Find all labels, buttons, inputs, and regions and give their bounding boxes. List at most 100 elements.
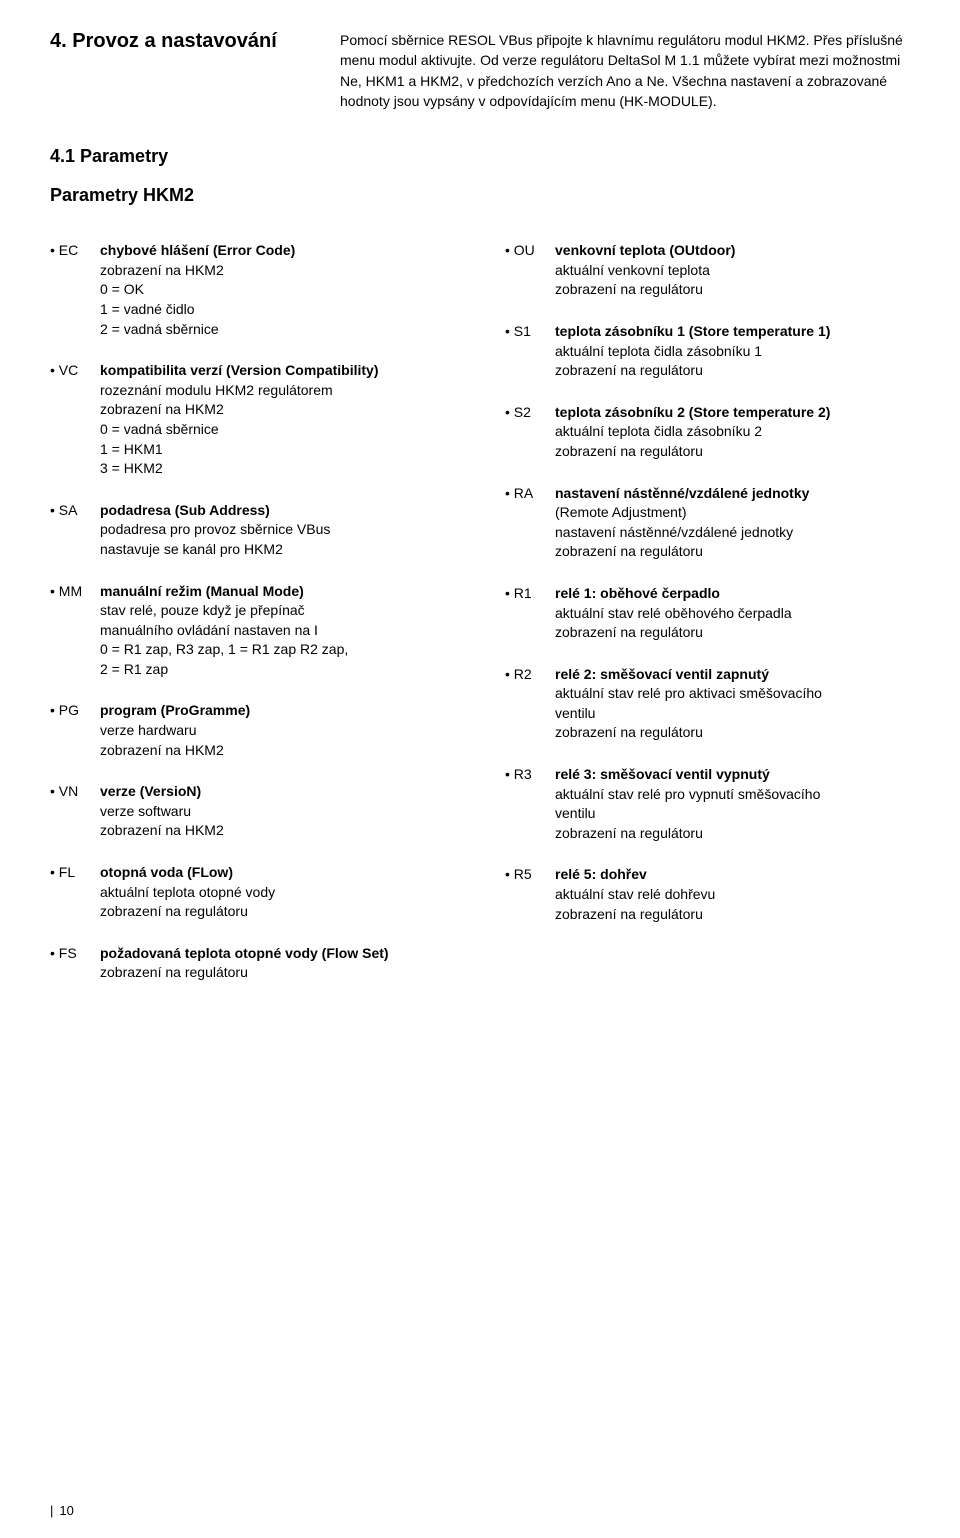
param-line: verze hardwaru xyxy=(100,721,455,741)
param-line: 0 = R1 zap, R3 zap, 1 = R1 zap R2 zap, xyxy=(100,640,455,660)
param-code: • VN xyxy=(50,782,100,841)
param-body: nastavení nástěnné/vzdálené jednotky(Rem… xyxy=(555,484,910,562)
param-line: aktuální teplota otopné vody xyxy=(100,883,455,903)
param-code: • R2 xyxy=(505,665,555,743)
param-block: • OUvenkovní teplota (OUtdoor)aktuální v… xyxy=(505,241,910,300)
param-lines: aktuální teplota otopné vodyzobrazení na… xyxy=(100,883,455,922)
param-code: • S1 xyxy=(505,322,555,381)
param-lines: aktuální teplota čidla zásobníku 1zobraz… xyxy=(555,342,910,381)
param-body: program (ProGramme)verze hardwaruzobraze… xyxy=(100,701,455,760)
section-title: 4. Provoz a nastavování xyxy=(50,30,340,53)
param-line: aktuální venkovní teplota xyxy=(555,261,910,281)
page-number: | 10 xyxy=(50,1503,74,1518)
param-line: zobrazení na regulátoru xyxy=(555,280,910,300)
param-label: chybové hlášení (Error Code) xyxy=(100,241,455,261)
param-block: • PGprogram (ProGramme)verze hardwaruzob… xyxy=(50,701,455,760)
param-body: manuální režim (Manual Mode)stav relé, p… xyxy=(100,582,455,680)
page-bar-icon: | xyxy=(50,1503,53,1518)
param-line: (Remote Adjustment) xyxy=(555,503,910,523)
param-lines: aktuální stav relé pro aktivaci směšovac… xyxy=(555,684,910,743)
params-title: Parametry HKM2 xyxy=(50,185,910,206)
param-code: • OU xyxy=(505,241,555,300)
param-line: 2 = R1 zap xyxy=(100,660,455,680)
param-block: • FLotopná voda (FLow)aktuální teplota o… xyxy=(50,863,455,922)
param-line: aktuální stav relé pro vypnutí směšovací… xyxy=(555,785,910,805)
param-line: zobrazení na regulátoru xyxy=(100,902,455,922)
param-code: • RA xyxy=(505,484,555,562)
param-lines: aktuální stav relé dohřevuzobrazení na r… xyxy=(555,885,910,924)
param-block: • S1teplota zásobníku 1 (Store temperatu… xyxy=(505,322,910,381)
page-number-value: 10 xyxy=(59,1503,73,1518)
param-line: ventilu xyxy=(555,804,910,824)
param-body: teplota zásobníku 2 (Store temperature 2… xyxy=(555,403,910,462)
param-label: teplota zásobníku 1 (Store temperature 1… xyxy=(555,322,910,342)
param-body: relé 5: dohřevaktuální stav relé dohřevu… xyxy=(555,865,910,924)
param-body: otopná voda (FLow)aktuální teplota otopn… xyxy=(100,863,455,922)
param-code: • S2 xyxy=(505,403,555,462)
param-body: kompatibilita verzí (Version Compatibili… xyxy=(100,361,455,479)
param-line: zobrazení na HKM2 xyxy=(100,400,455,420)
param-block: • R3relé 3: směšovací ventil vypnutýaktu… xyxy=(505,765,910,843)
param-code: • SA xyxy=(50,501,100,560)
param-lines: aktuální teplota čidla zásobníku 2zobraz… xyxy=(555,422,910,461)
param-lines: verze hardwaruzobrazení na HKM2 xyxy=(100,721,455,760)
param-line: aktuální stav relé oběhového čerpadla xyxy=(555,604,910,624)
param-line: zobrazení na HKM2 xyxy=(100,741,455,761)
param-lines: zobrazení na HKM20 = OK1 = vadné čidlo2 … xyxy=(100,261,455,339)
param-line: nastavení nástěnné/vzdálené jednotky xyxy=(555,523,910,543)
param-line: 0 = OK xyxy=(100,280,455,300)
param-code: • R5 xyxy=(505,865,555,924)
param-line: zobrazení na HKM2 xyxy=(100,261,455,281)
subsection-title: 4.1 Parametry xyxy=(50,146,910,167)
param-block: • FSpožadovaná teplota otopné vody (Flow… xyxy=(50,944,455,983)
param-line: zobrazení na regulátoru xyxy=(555,542,910,562)
param-line: rozeznání modulu HKM2 regulátorem xyxy=(100,381,455,401)
param-label: venkovní teplota (OUtdoor) xyxy=(555,241,910,261)
param-line: aktuální stav relé dohřevu xyxy=(555,885,910,905)
param-body: relé 2: směšovací ventil zapnutýaktuální… xyxy=(555,665,910,743)
param-label: teplota zásobníku 2 (Store temperature 2… xyxy=(555,403,910,423)
param-code: • PG xyxy=(50,701,100,760)
param-line: zobrazení na regulátoru xyxy=(100,963,455,983)
param-body: požadovaná teplota otopné vody (Flow Set… xyxy=(100,944,455,983)
param-label: relé 5: dohřev xyxy=(555,865,910,885)
param-body: chybové hlášení (Error Code)zobrazení na… xyxy=(100,241,455,339)
param-line: 2 = vadná sběrnice xyxy=(100,320,455,340)
param-body: verze (VersioN)verze softwaruzobrazení n… xyxy=(100,782,455,841)
param-code: • R1 xyxy=(505,584,555,643)
param-code: • R3 xyxy=(505,765,555,843)
param-label: podadresa (Sub Address) xyxy=(100,501,455,521)
param-body: relé 3: směšovací ventil vypnutýaktuální… xyxy=(555,765,910,843)
param-lines: zobrazení na regulátoru xyxy=(100,963,455,983)
param-label: verze (VersioN) xyxy=(100,782,455,802)
param-label: relé 3: směšovací ventil vypnutý xyxy=(555,765,910,785)
params-columns: • ECchybové hlášení (Error Code)zobrazen… xyxy=(50,241,910,1005)
param-lines: aktuální venkovní teplotazobrazení na re… xyxy=(555,261,910,300)
param-block: • R2relé 2: směšovací ventil zapnutýaktu… xyxy=(505,665,910,743)
param-label: relé 2: směšovací ventil zapnutý xyxy=(555,665,910,685)
param-body: podadresa (Sub Address)podadresa pro pro… xyxy=(100,501,455,560)
param-line: zobrazení na regulátoru xyxy=(555,361,910,381)
param-line: ventilu xyxy=(555,704,910,724)
param-code: • FS xyxy=(50,944,100,983)
param-line: aktuální stav relé pro aktivaci směšovac… xyxy=(555,684,910,704)
param-lines: stav relé, pouze když je přepínačmanuáln… xyxy=(100,601,455,679)
param-label: požadovaná teplota otopné vody (Flow Set… xyxy=(100,944,455,964)
param-line: manuálního ovládání nastaven na I xyxy=(100,621,455,641)
param-block: • S2teplota zásobníku 2 (Store temperatu… xyxy=(505,403,910,462)
param-label: kompatibilita verzí (Version Compatibili… xyxy=(100,361,455,381)
param-block: • R5relé 5: dohřevaktuální stav relé doh… xyxy=(505,865,910,924)
param-line: 0 = vadná sběrnice xyxy=(100,420,455,440)
param-lines: rozeznání modulu HKM2 regulátoremzobraze… xyxy=(100,381,455,479)
param-label: program (ProGramme) xyxy=(100,701,455,721)
param-lines: podadresa pro provoz sběrnice VBusnastav… xyxy=(100,520,455,559)
param-lines: aktuální stav relé oběhového čerpadlazob… xyxy=(555,604,910,643)
param-lines: (Remote Adjustment)nastavení nástěnné/vz… xyxy=(555,503,910,562)
param-line: aktuální teplota čidla zásobníku 1 xyxy=(555,342,910,362)
param-label: manuální režim (Manual Mode) xyxy=(100,582,455,602)
intro-paragraph: Pomocí sběrnice RESOL VBus připojte k hl… xyxy=(340,30,910,111)
param-block: • SApodadresa (Sub Address)podadresa pro… xyxy=(50,501,455,560)
param-label: relé 1: oběhové čerpadlo xyxy=(555,584,910,604)
param-block: • VNverze (VersioN)verze softwaruzobraze… xyxy=(50,782,455,841)
param-line: zobrazení na HKM2 xyxy=(100,821,455,841)
